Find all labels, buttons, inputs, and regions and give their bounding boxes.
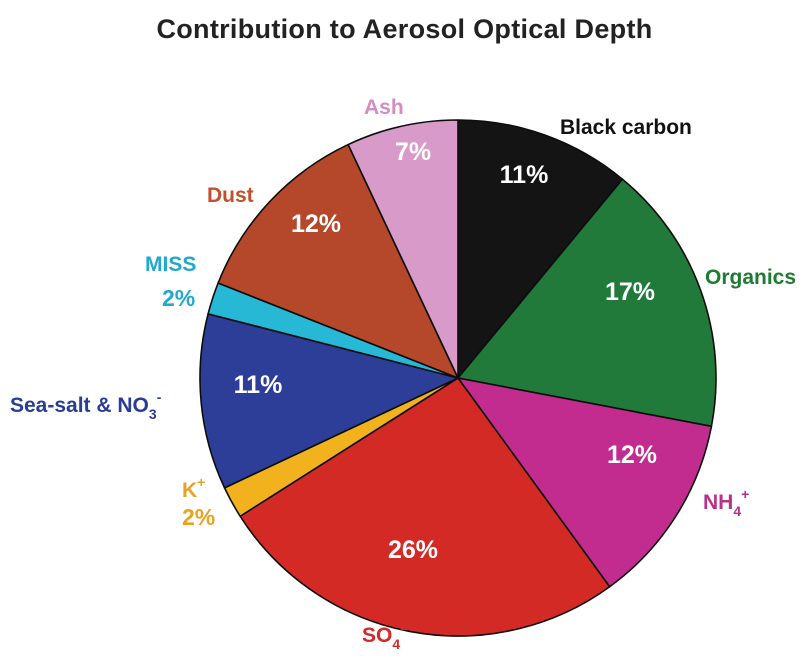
pie-category-label-so4: SO4= bbox=[362, 619, 408, 652]
pie-slice-ash bbox=[347, 119, 459, 379]
pie-value-label-miss: 2% bbox=[162, 285, 195, 311]
pie-slice-black-carbon bbox=[457, 119, 624, 379]
pie-category-label-miss: MISS bbox=[145, 253, 196, 276]
pie-category-label-organics: Organics bbox=[705, 266, 796, 289]
pie-slice-organics bbox=[457, 178, 717, 428]
pie-value-label-nh4: 12% bbox=[607, 441, 657, 469]
pie-category-label-nh4: NH4+ bbox=[703, 486, 749, 519]
pie-value-label-organics: 17% bbox=[605, 278, 655, 306]
pie-value-label-k: 2% bbox=[182, 504, 215, 530]
pie-slice-seasalt bbox=[199, 313, 459, 489]
pie-slice-nh4 bbox=[457, 377, 713, 588]
pie-value-label-black-carbon: 11% bbox=[500, 161, 549, 189]
pie-category-labels: Black carbonOrganicsNH4+SO4=2%K+Sea-salt… bbox=[10, 96, 796, 652]
pie-slices bbox=[199, 119, 717, 637]
pie-category-label-black-carbon: Black carbon bbox=[560, 116, 692, 139]
pie-value-label-ash: 7% bbox=[395, 138, 431, 166]
pie-value-labels: 11% 17% 12% 26% 11% 12% 7% bbox=[234, 138, 657, 564]
pie-slice-so4 bbox=[239, 377, 611, 637]
pie-category-label-dust: Dust bbox=[207, 184, 254, 207]
pie-value-label-seasalt: 11% bbox=[234, 371, 283, 399]
pie-value-label-so4: 26% bbox=[388, 536, 438, 564]
pie-slice-dust bbox=[217, 143, 459, 379]
pie-category-label-k: K+ bbox=[182, 474, 205, 502]
pie-value-label-dust: 12% bbox=[291, 210, 341, 238]
chart-title: Contribution to Aerosol Optical Depth bbox=[156, 14, 653, 44]
pie-category-label-ash: Ash bbox=[364, 96, 404, 119]
pie-category-label-seasalt: Sea-salt & NO3- bbox=[10, 389, 162, 422]
